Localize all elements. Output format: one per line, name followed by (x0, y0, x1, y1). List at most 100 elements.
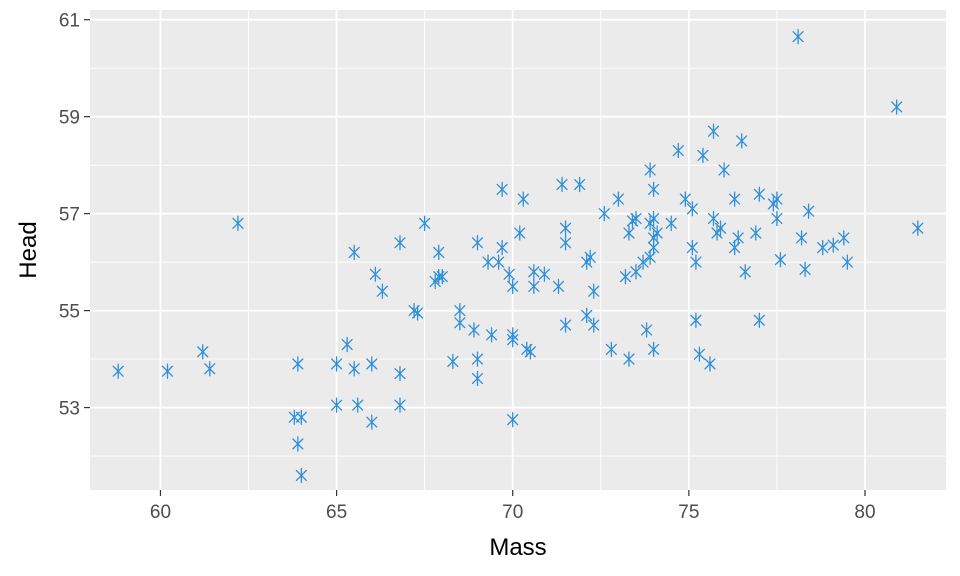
data-point (348, 244, 360, 261)
data-point (732, 230, 744, 246)
data-point (447, 353, 459, 370)
x-tick-label: 65 (326, 502, 347, 523)
data-point (528, 278, 540, 295)
x-tick-label: 80 (854, 502, 875, 523)
data-point (588, 317, 600, 333)
data-point (574, 176, 586, 193)
data-point (232, 215, 244, 231)
data-point (581, 307, 593, 324)
data-point (507, 412, 519, 428)
data-point (707, 210, 720, 227)
data-point (736, 133, 748, 149)
data-point (471, 351, 484, 367)
data-point (690, 312, 702, 328)
data-point (838, 230, 850, 246)
data-point (295, 409, 307, 425)
data-point (292, 356, 304, 372)
data-point (341, 336, 353, 353)
x-axis-ticks: 60 65 70 75 80 (150, 490, 876, 523)
data-point (665, 215, 677, 231)
data-point (612, 191, 624, 207)
x-tick-label: 60 (150, 502, 171, 523)
data-point (739, 264, 751, 280)
data-point (686, 239, 698, 256)
minor-gridlines (71, 10, 946, 490)
data-point (559, 220, 572, 236)
data-point (697, 147, 709, 164)
data-point (538, 266, 551, 282)
data-point (648, 181, 660, 198)
data-point (524, 344, 536, 360)
data-point (771, 191, 783, 207)
data-point (292, 436, 304, 452)
data-point (630, 264, 642, 280)
data-point (436, 269, 448, 285)
data-point (161, 363, 174, 379)
data-point (482, 254, 494, 270)
data-point (468, 322, 480, 338)
data-point (559, 235, 572, 251)
data-point (841, 254, 853, 270)
data-point (598, 205, 610, 222)
data-point (750, 225, 762, 241)
data-point (690, 254, 702, 270)
data-point (394, 365, 406, 382)
data-point (366, 356, 378, 372)
data-point (559, 317, 572, 333)
x-tick-label: 75 (678, 502, 699, 523)
data-point (707, 123, 720, 139)
data-point (496, 181, 508, 198)
data-point (503, 266, 515, 282)
data-point (330, 397, 343, 413)
data-point (348, 361, 360, 377)
data-point (493, 254, 505, 270)
y-axis-ticks: 53 55 57 59 61 (59, 11, 90, 420)
data-point (507, 327, 519, 343)
y-tick-label: 55 (59, 302, 80, 323)
data-point (605, 341, 617, 358)
data-point (112, 363, 124, 379)
data-point (496, 239, 508, 256)
data-point (637, 254, 649, 270)
data-point (394, 235, 406, 251)
data-point (753, 186, 765, 202)
data-point (651, 225, 663, 241)
data-point (792, 29, 804, 45)
data-point (471, 235, 484, 251)
data-point (376, 283, 388, 299)
data-point (330, 356, 343, 372)
x-tick-label: 70 (502, 502, 523, 523)
data-point (817, 239, 829, 256)
data-point (714, 220, 727, 236)
data-point (454, 315, 466, 331)
data-point (197, 344, 209, 360)
data-point (799, 261, 811, 278)
data-point (912, 220, 924, 236)
data-point (774, 252, 787, 268)
data-point (648, 239, 660, 256)
data-point (556, 176, 568, 193)
data-point (644, 162, 656, 178)
data-point (352, 397, 364, 413)
data-point (528, 264, 540, 280)
data-point (718, 162, 730, 178)
data-point (640, 322, 653, 338)
data-point (412, 305, 424, 321)
data-point (623, 351, 635, 367)
data-point (803, 203, 815, 219)
data-points (112, 29, 924, 484)
data-point (517, 191, 529, 207)
y-tick-label: 53 (59, 399, 80, 420)
data-point (366, 414, 378, 430)
y-tick-label: 57 (59, 205, 80, 226)
data-point (891, 99, 903, 115)
major-gridlines (90, 10, 946, 490)
y-axis-title: Head (15, 221, 42, 278)
data-point (648, 210, 660, 227)
data-point (485, 327, 498, 343)
data-point (514, 225, 526, 241)
data-point (552, 278, 565, 295)
data-point (771, 210, 783, 227)
data-point (672, 142, 684, 159)
data-point (827, 237, 839, 253)
